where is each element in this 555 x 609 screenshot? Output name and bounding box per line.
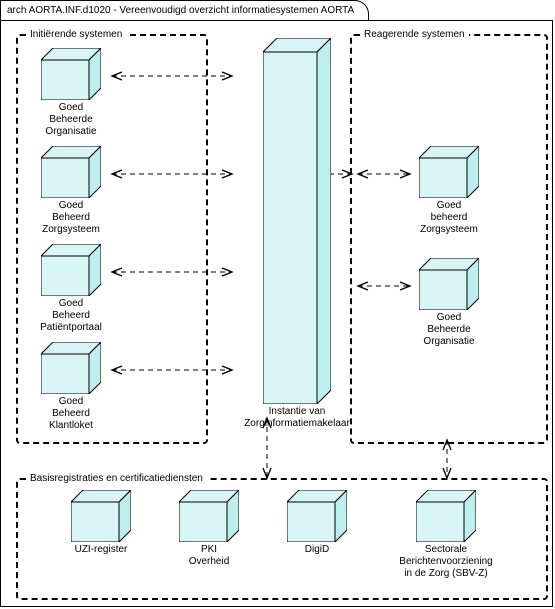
node-broker: Instantie van Zorginformatiemakelaar <box>232 38 362 430</box>
node-init-org: Goed Beheerde Organisatie <box>30 48 112 138</box>
node-react-org-label: Goed Beheerde Organisatie <box>408 312 490 348</box>
group-reacting: Reagerende systemen <box>350 34 548 444</box>
node-react-zorg-label: Goed beheerd Zorgsysteem <box>408 200 490 236</box>
node-react-org: Goed Beheerde Organisatie <box>408 258 490 348</box>
node-pki: PKI Overheid <box>168 490 250 568</box>
group-basis-label: Basisregistraties en certificatiedienste… <box>26 473 207 484</box>
node-init-portal-label: Goed Beheerd Patiëntportaal <box>30 298 112 334</box>
node-digid: DigiD <box>276 490 358 556</box>
node-uzi: UZI-register <box>60 490 142 556</box>
node-digid-label: DigiD <box>276 544 358 556</box>
canvas: arch AORTA.INF.d1020 - Vereenvoudigd ove… <box>0 0 555 609</box>
node-init-org-label: Goed Beheerde Organisatie <box>30 102 112 138</box>
node-sbvz: Sectorale Berichtenvoorziening in de Zor… <box>384 490 508 580</box>
diagram-title: arch AORTA.INF.d1020 - Vereenvoudigd ove… <box>7 5 354 16</box>
node-init-klant-label: Goed Beheerd Klantloket <box>30 396 112 432</box>
diagram-title-tab: arch AORTA.INF.d1020 - Vereenvoudigd ove… <box>0 0 369 20</box>
node-broker-label: Instantie van Zorginformatiemakelaar <box>232 406 362 430</box>
group-initiating-label: Initiërende systemen <box>26 29 126 40</box>
node-init-zorg: Goed Beheerd Zorgsysteem <box>30 146 112 236</box>
node-react-zorg: Goed beheerd Zorgsysteem <box>408 146 490 236</box>
node-init-klant: Goed Beheerd Klantloket <box>30 342 112 432</box>
group-reacting-label: Reagerende systemen <box>360 29 469 40</box>
node-sbvz-label: Sectorale Berichtenvoorziening in de Zor… <box>384 544 508 580</box>
node-init-portal: Goed Beheerd Patiëntportaal <box>30 244 112 334</box>
node-init-zorg-label: Goed Beheerd Zorgsysteem <box>30 200 112 236</box>
node-uzi-label: UZI-register <box>60 544 142 556</box>
node-pki-label: PKI Overheid <box>168 544 250 568</box>
